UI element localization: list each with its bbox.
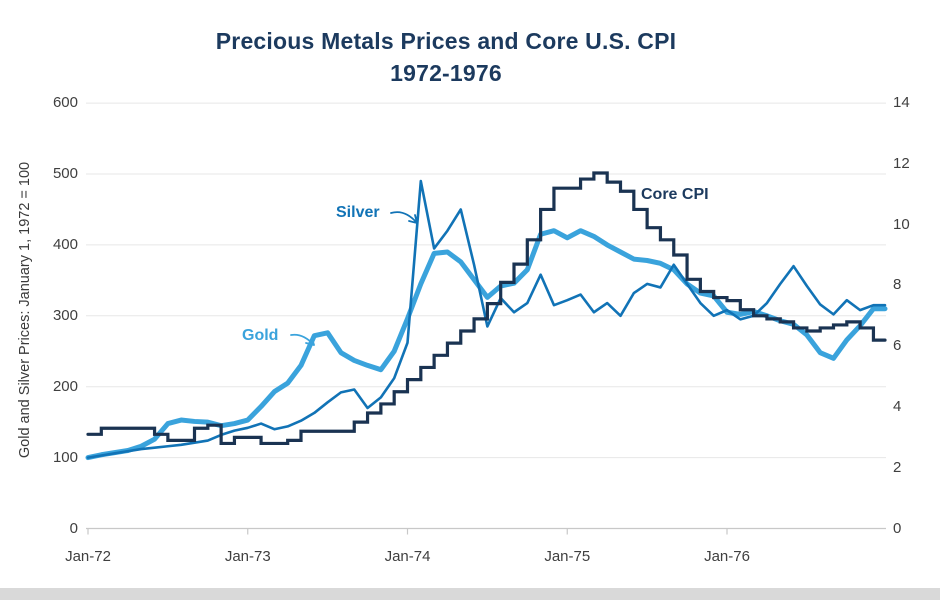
y-left-tick-0: 0 [69,519,78,537]
y-left-tick-100: 100 [52,448,78,466]
x-tick-Jan-75: Jan-75 [544,548,591,565]
y-right-tick-10: 10 [893,215,910,233]
core-cpi-line [86,171,887,446]
core-cpi-series-label: Core CPI [641,186,709,203]
y-right-tick-6: 6 [893,337,902,355]
y-left-tick-300: 300 [52,306,78,324]
chart-title: Precious Metals Prices and Core U.S. CPI [215,28,677,54]
silver-arrow-icon [390,211,418,224]
x-tick-Jan-73: Jan-73 [224,548,271,565]
y-right-tick-4: 4 [893,397,902,415]
x-tick-Jan-74: Jan-74 [384,548,431,565]
chart-subtitle: 1972-1976 [390,60,502,86]
gold-line [85,228,888,461]
bottom-strip [0,588,940,600]
silver-series-label: Silver [336,204,380,221]
y-right-tick-8: 8 [893,276,902,294]
y-left-tick-500: 500 [52,165,78,182]
x-tick-Jan-76: Jan-76 [704,548,750,565]
y-left-tick-600: 600 [52,94,78,112]
x-tick-Jan-72: Jan-72 [65,548,111,565]
gold-arrow-icon [290,333,315,346]
y-right-tick-14: 14 [893,94,910,112]
y-right-tick-2: 2 [893,458,902,476]
y-left-tick-200: 200 [52,377,78,395]
y-left-tick-400: 400 [52,235,78,253]
y-right-tick-12: 12 [893,154,910,172]
gold-series-label: Gold [242,327,279,344]
y-right-tick-0: 0 [893,519,902,537]
